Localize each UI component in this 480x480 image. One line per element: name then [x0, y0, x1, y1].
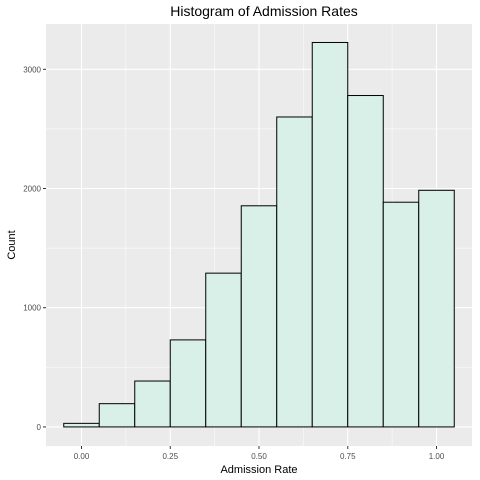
histogram-bar: [240, 205, 278, 428]
histogram-bar: [169, 339, 207, 428]
y-axis: 0 1000 2000 3000: [23, 65, 46, 432]
histogram-bar: [63, 422, 100, 428]
y-tick-label: 1000: [23, 304, 41, 313]
histogram-bar: [347, 95, 384, 428]
chart-title: Histogram of Admission Rates: [170, 3, 358, 19]
histogram-bar: [276, 116, 313, 428]
y-tick-label: 2000: [23, 185, 41, 194]
histogram-bar: [382, 201, 420, 428]
histogram-bar: [134, 380, 171, 428]
x-tick-label: 0.75: [340, 452, 356, 461]
histogram-bar: [311, 41, 349, 428]
y-tick-label: 0: [37, 423, 42, 432]
histogram-bar: [98, 403, 136, 428]
x-axis: 0.00 0.25 0.50 0.75 1.00: [74, 446, 445, 461]
x-tick-label: 0.50: [251, 452, 267, 461]
x-tick-label: 0.00: [74, 452, 90, 461]
y-tick-label: 3000: [23, 65, 41, 74]
histogram-bars: [63, 41, 455, 428]
y-axis-label: Count: [6, 230, 18, 259]
x-axis-label: Admission Rate: [220, 464, 297, 476]
x-tick-label: 0.25: [162, 452, 178, 461]
histogram-bar: [205, 272, 242, 428]
x-tick-label: 1.00: [429, 452, 445, 461]
histogram-bar: [418, 189, 455, 428]
